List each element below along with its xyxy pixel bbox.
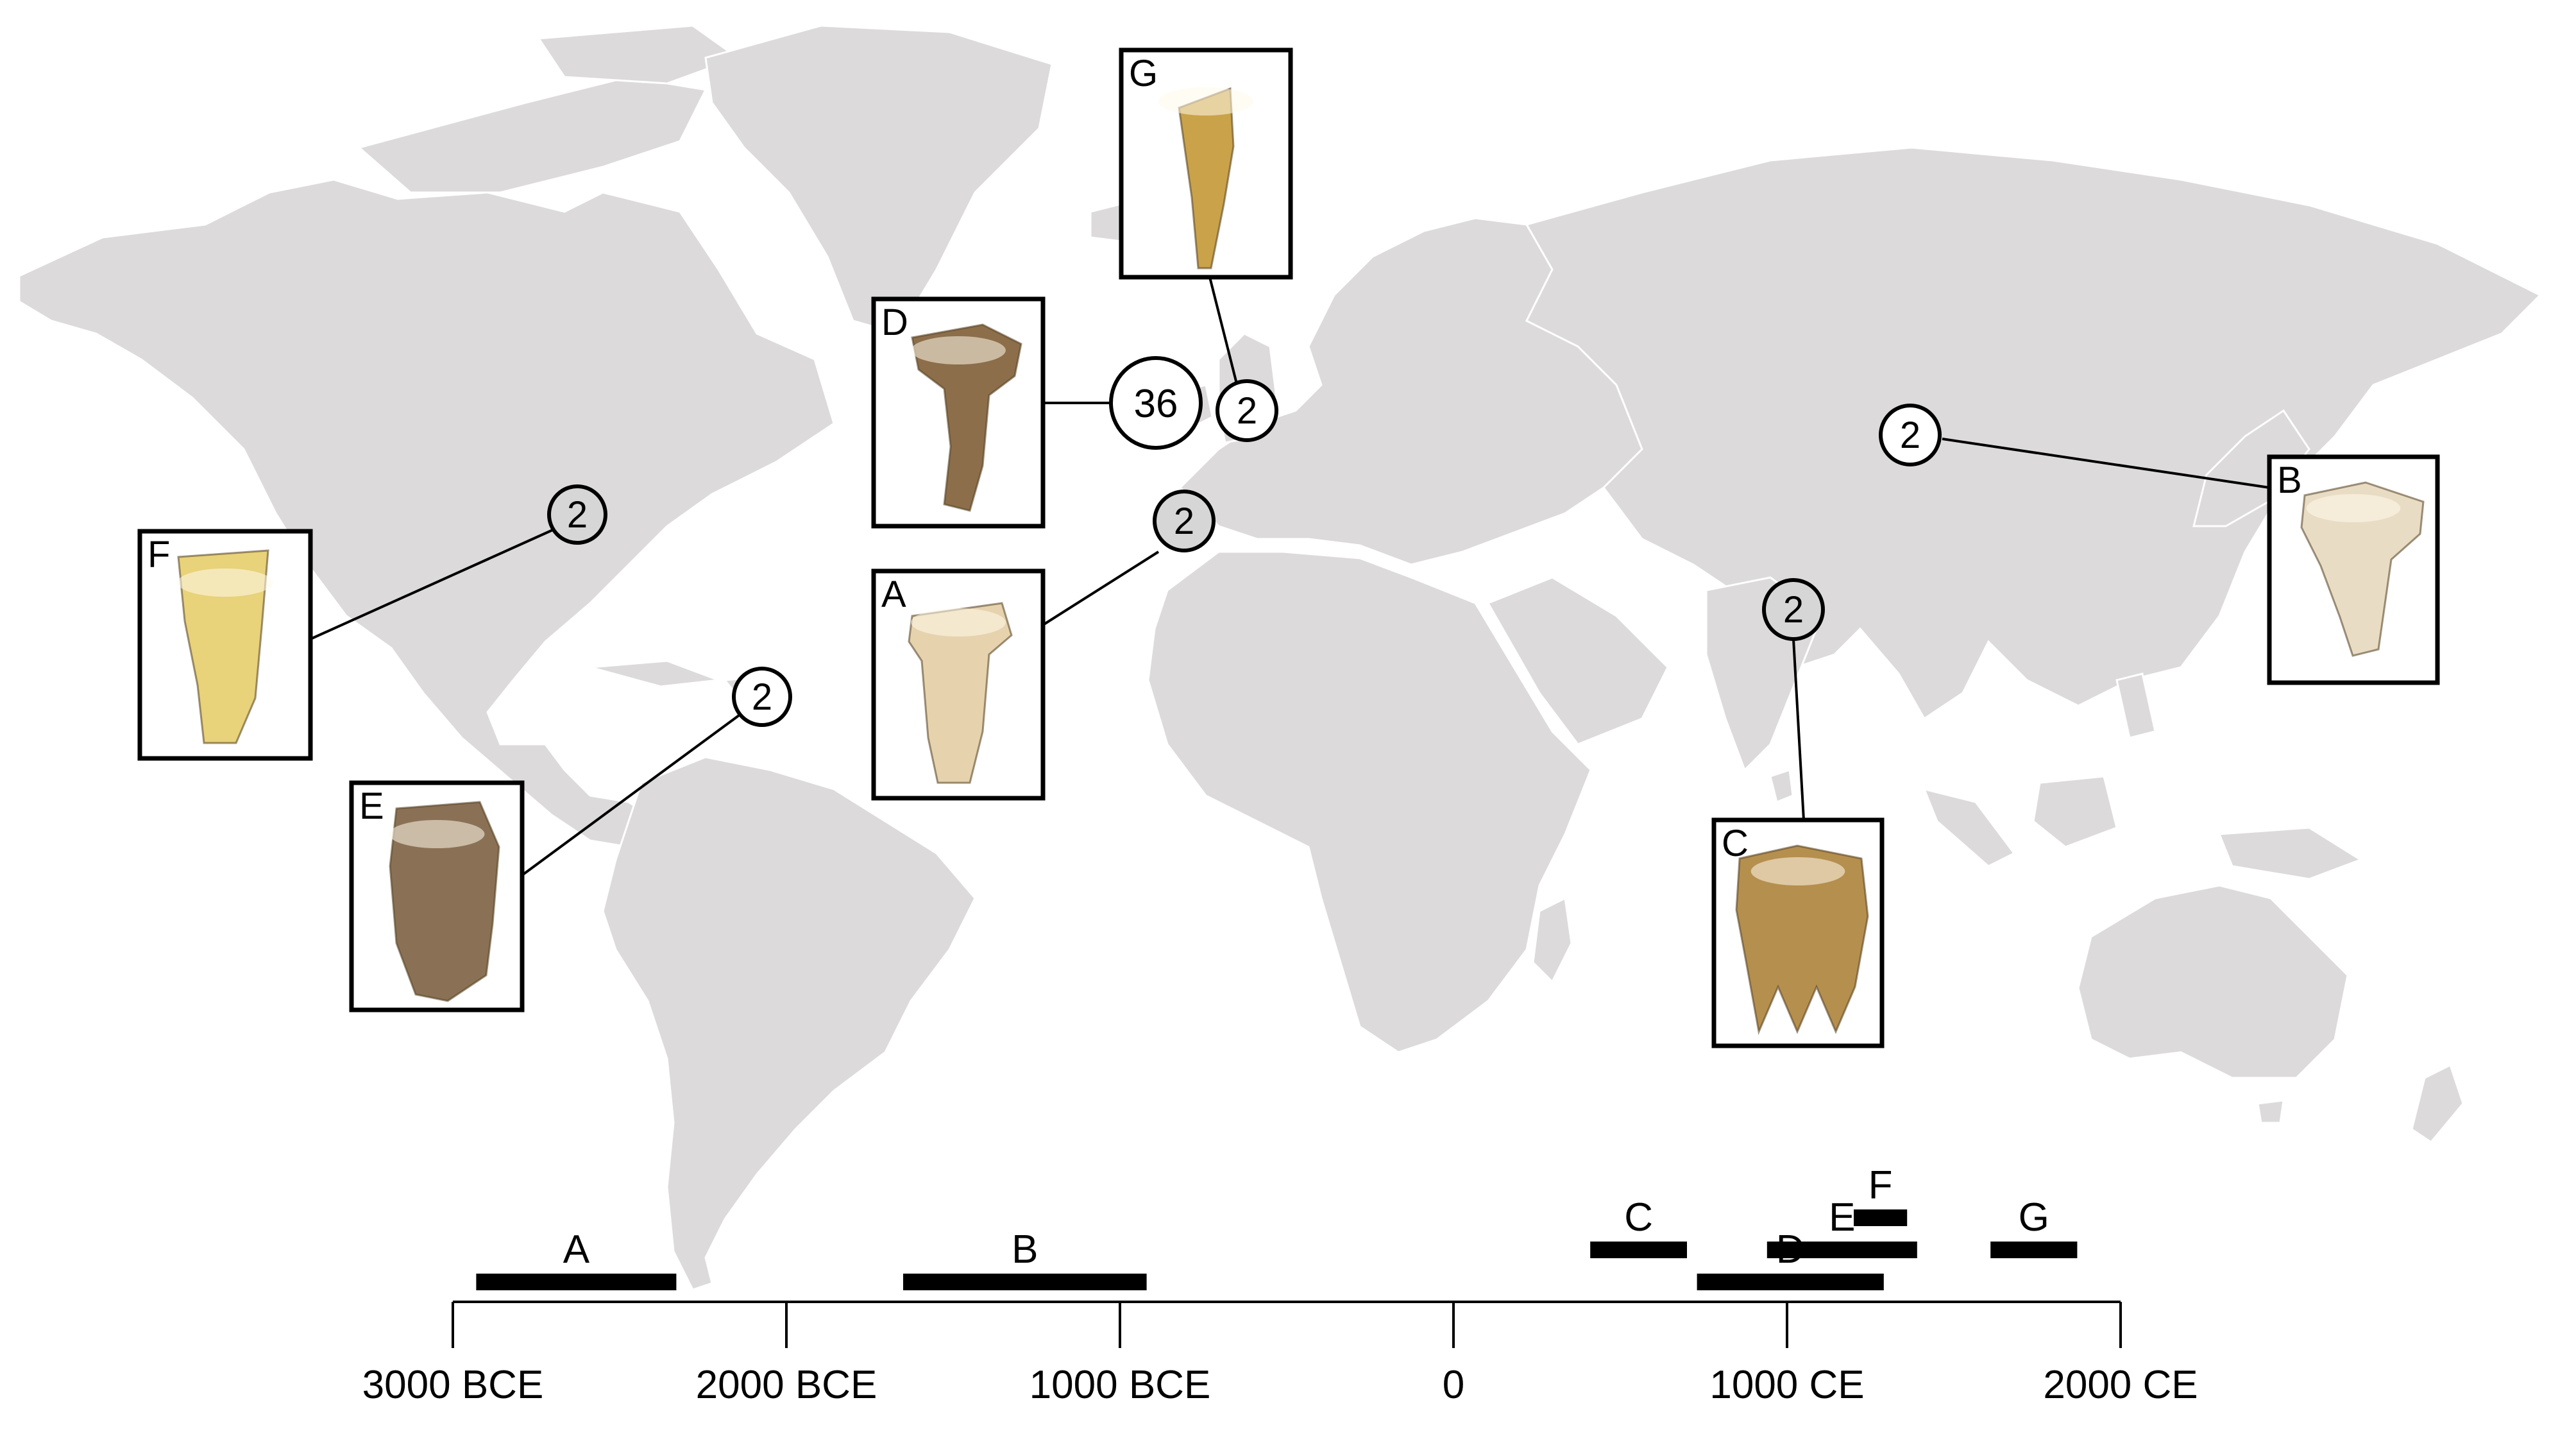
specimen-label: F xyxy=(148,534,170,576)
tooth-image xyxy=(2300,481,2425,657)
tooth-highlight xyxy=(911,336,1006,364)
timeline-tick-label: 2000 BCE xyxy=(696,1363,877,1407)
site-marker-north-america: 2 xyxy=(547,484,607,545)
site-count-label: 36 xyxy=(1134,382,1178,426)
specimen-panels: A B C D E F G xyxy=(137,47,2440,1048)
asia xyxy=(1525,146,2542,721)
world-map xyxy=(18,24,2542,1291)
tooth-image xyxy=(389,801,500,1002)
arctic-islands xyxy=(357,76,708,194)
timeline-ticks: 3000 BCE 2000 BCE 1000 BCE 0 1000 CE 2000 CE xyxy=(362,1302,2198,1407)
new-zealand xyxy=(2411,1063,2464,1143)
site-marker-circle xyxy=(732,667,792,727)
south-america xyxy=(602,756,976,1291)
site-marker-circle xyxy=(1762,578,1825,641)
timeline-bar-c xyxy=(1590,1242,1687,1258)
specimen-label: C xyxy=(1722,823,1749,864)
specimen-panel-a: A xyxy=(871,568,1046,801)
connector-e xyxy=(521,712,743,876)
specimen-label: A xyxy=(881,574,906,615)
site-count-label: 2 xyxy=(1174,500,1194,542)
africa xyxy=(1147,551,1592,1054)
timeline-bar-f xyxy=(1854,1209,1908,1226)
connector-b xyxy=(1942,438,2270,489)
tooth-image xyxy=(908,602,1013,784)
tooth-highlight xyxy=(911,608,1006,636)
site-count-label: 2 xyxy=(1900,414,1920,456)
connector-a xyxy=(1042,551,1160,626)
site-marker-caribbean: 2 xyxy=(732,667,792,727)
connector-g xyxy=(1208,277,1238,384)
timeline-bar-label: G xyxy=(2019,1195,2049,1240)
specimen-panel-d: D xyxy=(871,296,1046,529)
timeline-bar-e xyxy=(1767,1242,1917,1258)
specimen-panel-c: C xyxy=(1711,817,1885,1048)
connector-f xyxy=(310,527,556,640)
timeline-bar-g xyxy=(1990,1242,2078,1258)
specimen-panel-e: E xyxy=(349,780,525,1012)
tooth-image xyxy=(911,323,1022,512)
timeline: 3000 BCE 2000 BCE 1000 BCE 0 1000 CE 2000 CE … xyxy=(362,1163,2198,1407)
specimen-label: D xyxy=(881,302,908,343)
timeline-tick-label: 2000 CE xyxy=(2043,1363,2198,1407)
site-marker-mongolia: 2 xyxy=(1879,404,1942,466)
timeline-tick-label: 1000 BCE xyxy=(1030,1363,1211,1407)
specimen-label: B xyxy=(2277,459,2302,501)
connector-c xyxy=(1792,638,1805,821)
philippines xyxy=(2115,672,2157,739)
specimen-panel-f: F xyxy=(137,529,313,761)
borneo xyxy=(2032,775,2118,848)
site-marker-circle xyxy=(1879,404,1942,466)
site-count-label: 2 xyxy=(752,676,772,718)
site-marker-scandinavia: 2 xyxy=(1216,379,1278,442)
site-count-label: 2 xyxy=(1237,390,1257,432)
sri-lanka xyxy=(1769,768,1794,804)
new-guinea xyxy=(2217,826,2363,880)
timeline-bar-label: B xyxy=(1012,1227,1038,1272)
connector-lines xyxy=(310,277,2270,876)
site-markers: 2 2 36 2 2 2 2 xyxy=(547,356,1942,727)
tooth-highlight xyxy=(1750,857,1845,885)
timeline-tick-label: 1000 CE xyxy=(1709,1363,1864,1407)
site-marker-circle xyxy=(1216,379,1278,442)
timeline-bar-label: A xyxy=(563,1227,590,1272)
arabia xyxy=(1486,576,1669,746)
timeline-tick-label: 0 xyxy=(1443,1363,1464,1407)
specimen-label: G xyxy=(1129,53,1158,94)
site-marker-circle xyxy=(547,484,607,545)
timeline-bar-label: E xyxy=(1829,1195,1855,1240)
australia xyxy=(2077,884,2349,1079)
timeline-bar-d xyxy=(1697,1274,1884,1290)
site-marker-circle xyxy=(1153,490,1216,552)
tooth-highlight xyxy=(177,568,273,597)
site-marker-british-isles: 36 xyxy=(1109,356,1203,450)
timeline-bar-label: F xyxy=(1868,1163,1893,1208)
cuba xyxy=(589,660,719,688)
tasmania xyxy=(2257,1099,2285,1124)
site-count-label: 2 xyxy=(1783,589,1804,631)
tooth-highlight xyxy=(389,820,485,848)
site-marker-circle xyxy=(1109,356,1203,450)
sumatra xyxy=(1922,787,2016,867)
site-marker-iberia: 2 xyxy=(1153,490,1216,552)
specimen-label: E xyxy=(359,785,384,827)
site-marker-south-asia: 2 xyxy=(1762,578,1825,641)
tooth-image xyxy=(1735,844,1869,1036)
tooth-highlight xyxy=(2306,494,2401,522)
site-count-label: 2 xyxy=(567,494,588,536)
timeline-tick-label: 3000 BCE xyxy=(362,1363,544,1407)
timeline-bar-a xyxy=(476,1274,677,1290)
greenland xyxy=(704,24,1053,335)
specimen-panel-b: B xyxy=(2267,454,2440,685)
specimen-panel-g: G xyxy=(1119,47,1293,280)
tooth-highlight xyxy=(1158,87,1253,115)
arctic-islands-2 xyxy=(537,24,740,85)
timeline-bar-b xyxy=(903,1274,1147,1290)
timeline-bar-label: C xyxy=(1624,1195,1653,1240)
madagascar xyxy=(1532,896,1573,984)
